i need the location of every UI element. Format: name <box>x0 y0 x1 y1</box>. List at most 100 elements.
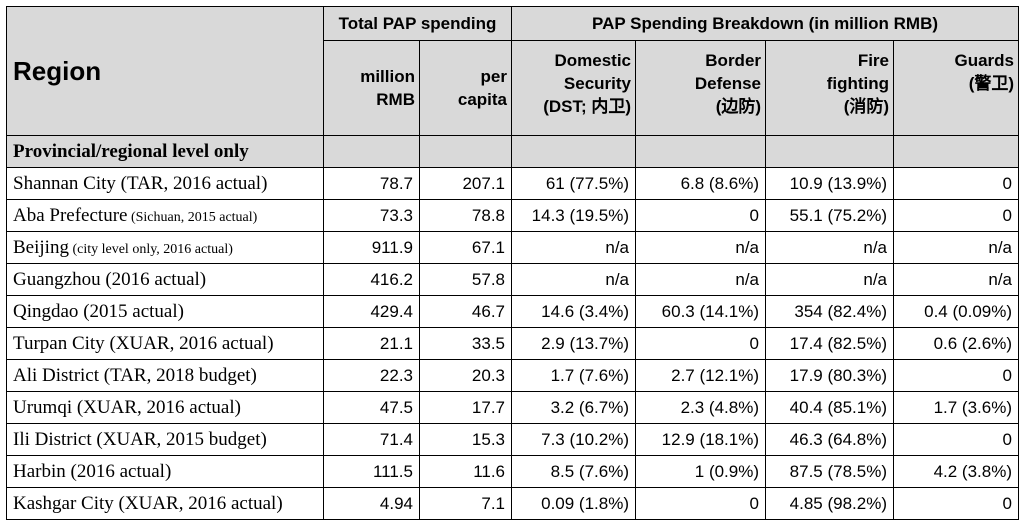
table-row: Shannan City (TAR, 2016 actual) 78.7 207.1… <box>6 167 1020 200</box>
million-rmb-cell: 21.1 <box>323 327 420 360</box>
region-column-header: Region <box>6 6 324 136</box>
region-name: Turpan City <box>13 332 105 354</box>
region-cell: Qingdao (2015 actual) <box>6 295 324 328</box>
per-capita-cell: 20.3 <box>418 359 513 392</box>
border-defense-cell: 2.3 (4.8%) <box>635 391 767 424</box>
region-note: (city level only, 2016 actual) <box>68 241 233 257</box>
guards-cell: 4.2 (3.8%) <box>893 455 1020 488</box>
border-defense-cell: 60.3 (14.1%) <box>635 295 767 328</box>
million-rmb-cell: 78.7 <box>323 167 420 200</box>
per-capita-header: per capita <box>418 40 513 136</box>
million-rmb-cell: 22.3 <box>323 359 420 392</box>
region-note: (2016 actual) <box>65 460 172 482</box>
border-defense-header: Border Defense (边防) <box>635 40 767 136</box>
domestic-security-cell: n/a <box>511 231 637 264</box>
section-cell <box>765 135 895 168</box>
per-capita-cell: 67.1 <box>418 231 513 264</box>
domestic-security-cell: 14.3 (19.5%) <box>511 199 637 232</box>
region-name: Kashgar City <box>13 492 114 514</box>
section-cell <box>418 135 513 168</box>
million-rmb-cell: 416.2 <box>323 263 420 296</box>
per-capita-cell: 78.8 <box>418 199 513 232</box>
region-note: (XUAR, 2016 actual) <box>104 332 274 354</box>
table-row: Ili District (XUAR, 2015 budget) 71.4 15.3… <box>6 423 1020 456</box>
guards-cell: 0 <box>893 167 1020 200</box>
domestic-security-cell: n/a <box>511 263 637 296</box>
region-cell: Harbin (2016 actual) <box>6 455 324 488</box>
region-cell: Urumqi (XUAR, 2016 actual) <box>6 391 324 424</box>
region-cell: Shannan City (TAR, 2016 actual) <box>6 167 324 200</box>
region-cell: Aba Prefecture (Sichuan, 2015 actual) <box>6 199 324 232</box>
table-row: Harbin (2016 actual) 111.5 11.6 8.5 (7.6%) 1… <box>6 455 1020 488</box>
fire-fighting-header: Fire fighting (消防) <box>765 40 895 136</box>
spending-breakdown-header: PAP Spending Breakdown (in million RMB) <box>511 6 1020 41</box>
domestic-security-cell: 14.6 (3.4%) <box>511 295 637 328</box>
fire-fighting-cell: 40.4 (85.1%) <box>765 391 895 424</box>
million-rmb-cell: 71.4 <box>323 423 420 456</box>
border-defense-cell: 6.8 (8.6%) <box>635 167 767 200</box>
per-capita-cell: 33.5 <box>418 327 513 360</box>
fire-fighting-cell: 10.9 (13.9%) <box>765 167 895 200</box>
million-rmb-cell: 4.94 <box>323 487 420 520</box>
region-name: Ili District <box>13 428 92 450</box>
guards-cell: n/a <box>893 231 1020 264</box>
fire-fighting-cell: 46.3 (64.8%) <box>765 423 895 456</box>
region-cell: Turpan City (XUAR, 2016 actual) <box>6 327 324 360</box>
per-capita-cell: 17.7 <box>418 391 513 424</box>
per-capita-cell: 207.1 <box>418 167 513 200</box>
guards-cell: 0.6 (2.6%) <box>893 327 1020 360</box>
region-cell: Ali District (TAR, 2018 budget) <box>6 359 324 392</box>
fire-fighting-cell: 17.4 (82.5%) <box>765 327 895 360</box>
border-defense-cell: n/a <box>635 231 767 264</box>
table-row: Urumqi (XUAR, 2016 actual) 47.5 17.7 3.2 (6… <box>6 391 1020 424</box>
border-defense-cell: 0 <box>635 327 767 360</box>
region-name: Guangzhou <box>13 268 101 290</box>
per-capita-cell: 57.8 <box>418 263 513 296</box>
region-name: Beijing <box>13 236 69 258</box>
table-row: Kashgar City (XUAR, 2016 actual) 4.94 7.1 0… <box>6 487 1020 520</box>
region-note: (TAR, 2018 budget) <box>99 364 257 386</box>
fire-fighting-cell: 354 (82.4%) <box>765 295 895 328</box>
table-row: Aba Prefecture (Sichuan, 2015 actual) 73.… <box>6 199 1020 232</box>
guards-cell: 0 <box>893 199 1020 232</box>
per-capita-cell: 15.3 <box>418 423 513 456</box>
guards-header: Guards (警卫) <box>893 40 1020 136</box>
region-note: (2015 actual) <box>78 300 184 322</box>
guards-cell: n/a <box>893 263 1020 296</box>
border-defense-cell: 12.9 (18.1%) <box>635 423 767 456</box>
fire-fighting-cell: 17.9 (80.3%) <box>765 359 895 392</box>
section-label: Provincial/regional level only <box>6 135 324 168</box>
fire-fighting-cell: 55.1 (75.2%) <box>765 199 895 232</box>
domestic-security-header: Domestic Security (DST; 内卫) <box>511 40 637 136</box>
region-name: Qingdao <box>13 300 79 322</box>
region-name: Harbin <box>13 460 66 482</box>
border-defense-cell: 1 (0.9%) <box>635 455 767 488</box>
fire-fighting-cell: n/a <box>765 263 895 296</box>
domestic-security-cell: 61 (77.5%) <box>511 167 637 200</box>
border-defense-cell: 0 <box>635 199 767 232</box>
region-cell: Guangzhou (2016 actual) <box>6 263 324 296</box>
region-cell: Beijing (city level only, 2016 actual) <box>6 231 324 264</box>
domestic-security-cell: 0.09 (1.8%) <box>511 487 637 520</box>
table-row: Turpan City (XUAR, 2016 actual) 21.1 33.5 2… <box>6 327 1020 360</box>
region-note: (XUAR, 2015 budget) <box>91 428 267 450</box>
table-row: Guangzhou (2016 actual) 416.2 57.8 n/a n/a n/… <box>6 263 1020 296</box>
domestic-security-cell: 8.5 (7.6%) <box>511 455 637 488</box>
table-row: Beijing (city level only, 2016 actual) 91… <box>6 231 1020 264</box>
section-row: Provincial/regional level only <box>6 135 1020 168</box>
million-rmb-cell: 111.5 <box>323 455 420 488</box>
region-note: (XUAR, 2016 actual) <box>72 396 241 418</box>
section-cell <box>893 135 1020 168</box>
border-defense-cell: 0 <box>635 487 767 520</box>
guards-cell: 0.4 (0.09%) <box>893 295 1020 328</box>
region-note: (XUAR, 2016 actual) <box>113 492 283 514</box>
guards-cell: 0 <box>893 487 1020 520</box>
region-name: Aba Prefecture <box>13 204 128 226</box>
domestic-security-cell: 3.2 (6.7%) <box>511 391 637 424</box>
pap-spending-table: Region Total PAP spending PAP Spending B… <box>6 6 1020 520</box>
guards-cell: 0 <box>893 359 1020 392</box>
million-rmb-cell: 429.4 <box>323 295 420 328</box>
section-cell <box>511 135 637 168</box>
per-capita-cell: 7.1 <box>418 487 513 520</box>
region-cell: Kashgar City (XUAR, 2016 actual) <box>6 487 324 520</box>
